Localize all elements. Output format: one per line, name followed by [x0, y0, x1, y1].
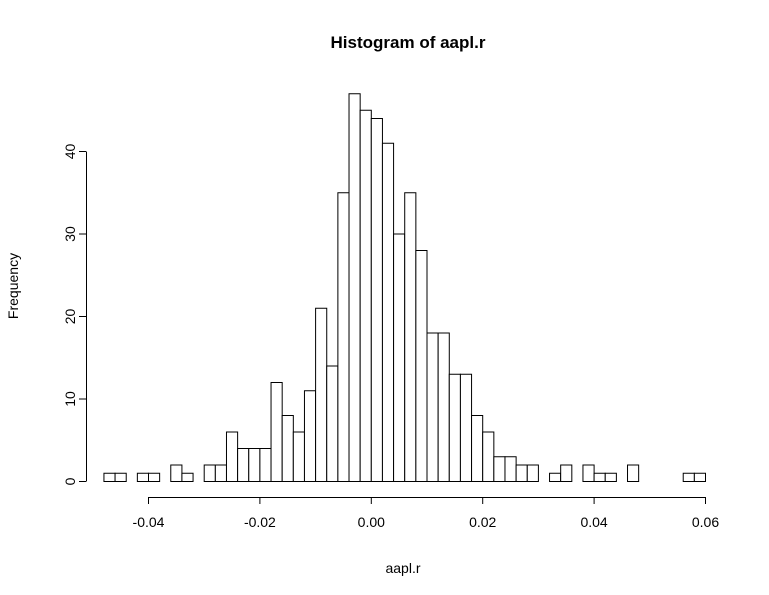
histogram-bar	[281, 415, 294, 482]
histogram-bar	[370, 118, 383, 482]
x-axis: -0.04 -0.02 0.00 0.02 0.04 0.06	[133, 497, 719, 530]
histogram-bar	[203, 464, 216, 482]
histogram-bar	[426, 332, 439, 482]
histogram-bar	[549, 472, 562, 482]
y-axis-label: Frequency	[5, 253, 21, 319]
histogram-bar	[560, 464, 573, 482]
x-tick-label: 0.02	[469, 514, 496, 530]
histogram-bar	[526, 464, 539, 482]
histogram-bar	[315, 307, 328, 482]
histogram-bar	[337, 192, 350, 482]
histogram-bar	[448, 373, 461, 482]
histogram-bar	[237, 448, 250, 482]
y-tick-label: 40	[62, 144, 78, 160]
histogram-bar	[326, 365, 339, 482]
y-tick-label: 0	[62, 477, 78, 485]
histogram-bar	[381, 142, 395, 482]
histogram-bar	[604, 472, 617, 482]
histogram-bar	[627, 464, 640, 482]
histogram-bar	[225, 431, 239, 482]
histogram-bar	[404, 192, 417, 482]
histogram-bar	[103, 472, 116, 482]
histogram-bar	[437, 332, 450, 482]
bars-group	[103, 93, 706, 482]
histogram-bar	[303, 390, 317, 482]
histogram-bar	[693, 472, 706, 482]
histogram-bar	[493, 456, 506, 482]
histogram-bar	[459, 373, 473, 482]
x-tick-label: 0.04	[580, 514, 607, 530]
histogram-bar	[504, 456, 517, 482]
y-tick-label: 30	[62, 226, 78, 242]
histogram-bar	[270, 382, 283, 482]
histogram-bar	[214, 464, 227, 482]
histogram-bar	[393, 233, 406, 482]
histogram-bar	[593, 472, 606, 482]
y-axis: 0 10 20 30 40	[62, 144, 87, 485]
histogram-bar	[259, 448, 272, 482]
x-tick-label: 0.06	[692, 514, 719, 530]
chart-title: Histogram of aapl.r	[331, 33, 486, 52]
histogram-bar	[148, 472, 161, 482]
histogram-bar	[415, 250, 428, 482]
histogram-bar	[682, 472, 695, 482]
histogram-bar	[136, 472, 150, 482]
histogram-bar	[482, 431, 495, 482]
histogram-bar	[515, 464, 528, 482]
y-tick-label: 10	[62, 391, 78, 407]
histogram-bar	[114, 472, 127, 482]
histogram-bar	[359, 109, 372, 482]
histogram-bar	[582, 464, 595, 482]
histogram-bar	[248, 448, 261, 482]
x-tick-label: -0.04	[133, 514, 165, 530]
y-tick-label: 20	[62, 309, 78, 325]
histogram-bar	[471, 415, 484, 482]
histogram-bar	[181, 472, 194, 482]
histogram-bar	[292, 431, 305, 482]
x-tick-label: 0.00	[358, 514, 385, 530]
histogram-bar	[170, 464, 183, 482]
x-axis-label: aapl.r	[385, 560, 420, 576]
histogram-bar	[348, 93, 361, 482]
x-tick-label: -0.02	[244, 514, 276, 530]
